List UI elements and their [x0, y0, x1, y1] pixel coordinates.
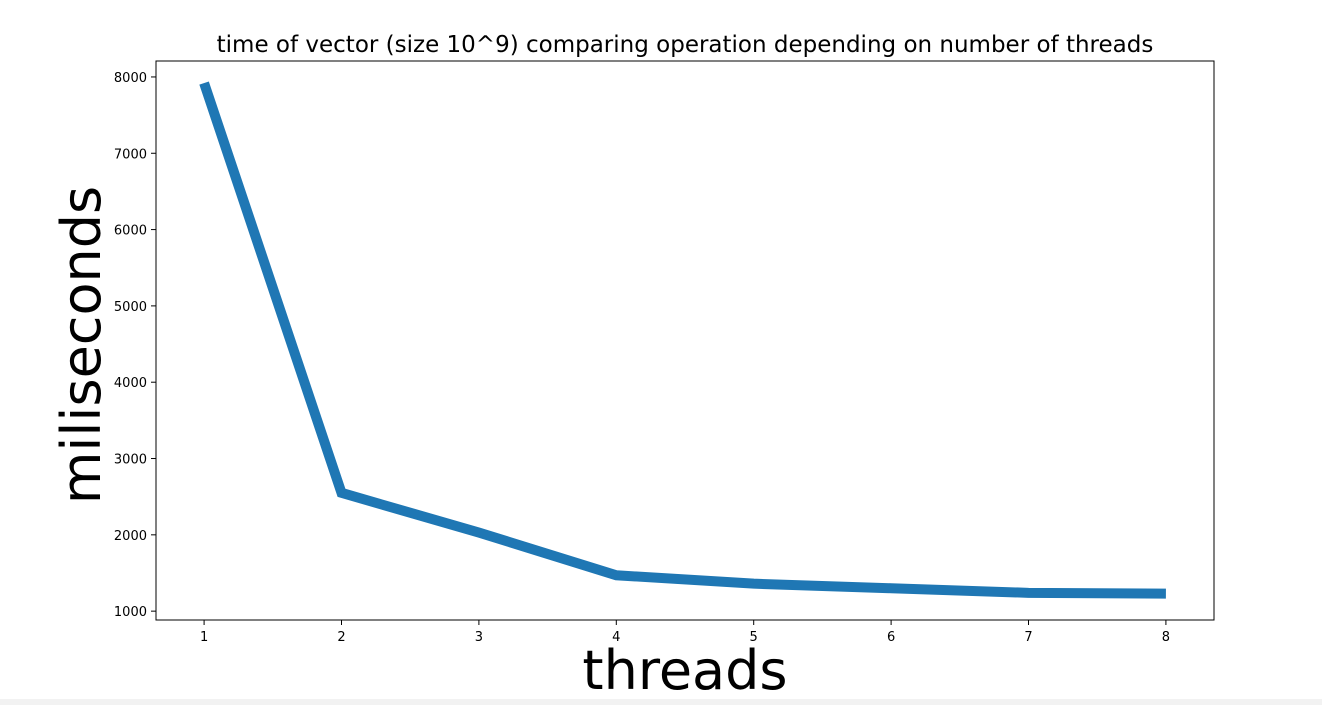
y-axis-ticks: 1000 2000 3000 4000 5000 6000 7000 8000 — [114, 71, 156, 620]
y-tick-label: 1000 — [114, 605, 147, 620]
series-line — [199, 81, 1166, 599]
x-tick-label: 7 — [1024, 630, 1032, 645]
y-tick-label: 8000 — [114, 71, 147, 86]
y-axis-title: miliseconds — [50, 186, 113, 504]
x-tick-label: 2 — [337, 630, 345, 645]
x-tick-label: 5 — [750, 630, 758, 645]
x-tick-label: 4 — [612, 630, 620, 645]
y-tick-label: 5000 — [114, 300, 147, 315]
x-tick-label: 3 — [475, 630, 483, 645]
chart-title: time of vector (size 10^9) comparing ope… — [217, 32, 1154, 58]
y-tick-label: 2000 — [114, 529, 147, 544]
window-bottom-strip — [0, 699, 1322, 705]
x-tick-label: 8 — [1162, 630, 1170, 645]
x-axis-title: threads — [582, 639, 787, 702]
y-tick-label: 4000 — [114, 376, 147, 391]
series-layer — [199, 81, 1166, 599]
y-tick-label: 3000 — [114, 453, 147, 468]
plot-area-frame — [155, 60, 1215, 621]
x-tick-label: 6 — [887, 630, 895, 645]
x-axis-ticks: 1 2 3 4 5 6 7 8 — [200, 620, 1170, 645]
y-tick-label: 7000 — [114, 147, 147, 162]
y-tick-label: 6000 — [114, 224, 147, 239]
x-tick-label: 1 — [200, 630, 208, 645]
